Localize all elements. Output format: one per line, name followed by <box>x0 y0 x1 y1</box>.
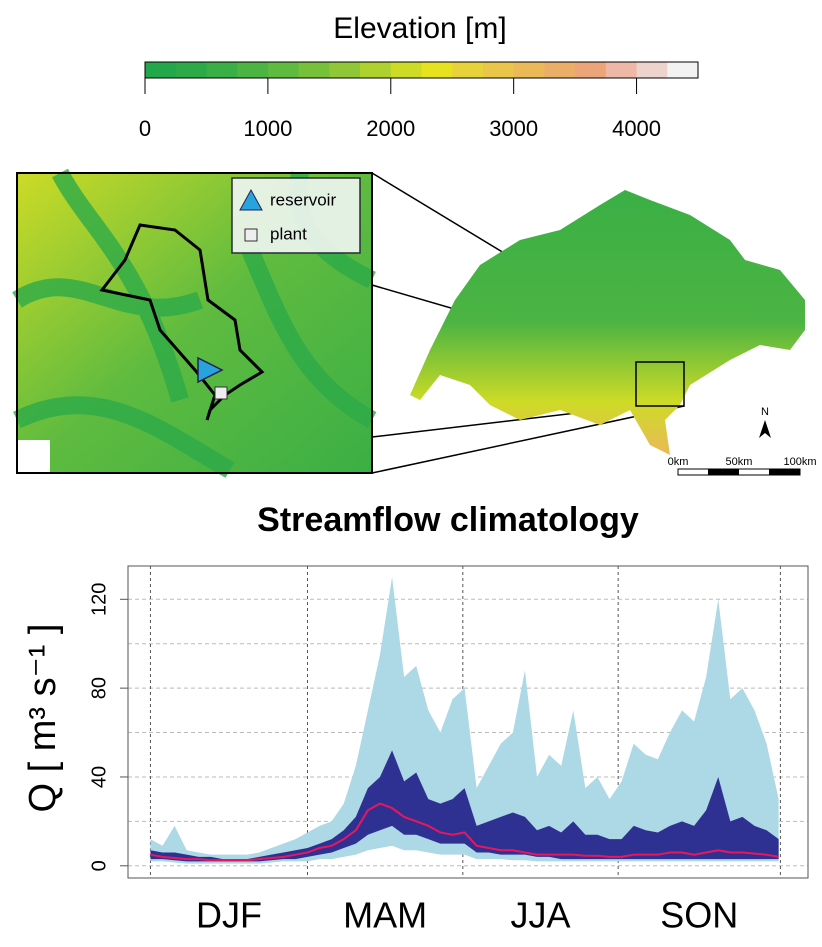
colorbar-segment <box>575 62 607 78</box>
reservoir-marker <box>197 356 224 384</box>
scale-label: 0km <box>668 456 689 468</box>
colorbar-segment <box>390 62 422 78</box>
legend-reservoir <box>239 188 263 211</box>
y-tick-label: 80 <box>88 677 110 699</box>
colorbar-title: Elevation [m] <box>333 12 506 45</box>
colorbar: 0 1000 2000 3000 4000 <box>139 61 699 141</box>
colorbar-tick-label: 2000 <box>366 116 415 141</box>
x-category-label: SON <box>660 895 738 936</box>
colorbar-segment <box>145 62 177 78</box>
plot: 0 40 80 120 DJF MAM JJA SON <box>88 565 809 936</box>
colorbar-segment <box>544 62 576 78</box>
no-data <box>17 440 50 473</box>
legend-plant <box>244 228 258 242</box>
inset-frame <box>16 172 373 474</box>
north-label: N <box>761 406 769 418</box>
scale-label: 50km <box>726 456 753 468</box>
x-category-label: DJF <box>196 895 262 936</box>
colorbar-tick-label: 0 <box>139 116 151 141</box>
scale-bar <box>677 468 801 476</box>
colorbar-segment <box>298 62 330 78</box>
colorbar-segment <box>513 62 545 78</box>
colorbar-segment <box>636 62 668 78</box>
band <box>150 577 779 864</box>
colorbar-segment <box>605 62 638 78</box>
inset-map: reservoir plant <box>12 168 377 478</box>
colorbar-tick-label: 1000 <box>243 116 292 141</box>
colorbar-tick-label: 4000 <box>612 116 661 141</box>
y-tick-label: 120 <box>88 583 110 616</box>
colorbar-tick-label: 3000 <box>489 116 538 141</box>
x-category-label: MAM <box>343 895 427 936</box>
legend-label: reservoir <box>270 190 336 209</box>
colorbar-segment <box>667 62 699 78</box>
catchment-outline <box>99 223 265 421</box>
colorbar-segment <box>237 62 269 78</box>
colorbar-segment <box>421 62 453 78</box>
valleys <box>12 168 377 478</box>
colorbar-segment <box>452 62 484 78</box>
chart-title: Streamflow climatology <box>257 501 639 539</box>
scale-label: 100km <box>783 456 816 468</box>
y-tick-label: 40 <box>88 766 110 788</box>
colorbar-segment <box>329 62 361 78</box>
plant-marker <box>214 386 228 400</box>
plot-frame <box>127 565 809 879</box>
median-line <box>150 802 779 862</box>
colorbar-frame <box>144 61 699 79</box>
switzerland-map <box>410 190 805 455</box>
colorbar-segment <box>360 62 392 78</box>
colorbar-segment <box>206 62 238 78</box>
legend-label: plant <box>270 224 307 243</box>
band <box>150 750 779 862</box>
y-axis-label: Q [ m³ s⁻¹ ] <box>22 624 64 813</box>
north-arrow <box>759 420 771 438</box>
y-tick-label: 0 <box>88 860 110 871</box>
inset-locator <box>635 361 685 407</box>
colorbar-segment <box>175 62 207 78</box>
colorbar-segment <box>267 62 300 78</box>
colorbar-segment <box>482 62 515 78</box>
x-category-label: JJA <box>510 895 570 936</box>
